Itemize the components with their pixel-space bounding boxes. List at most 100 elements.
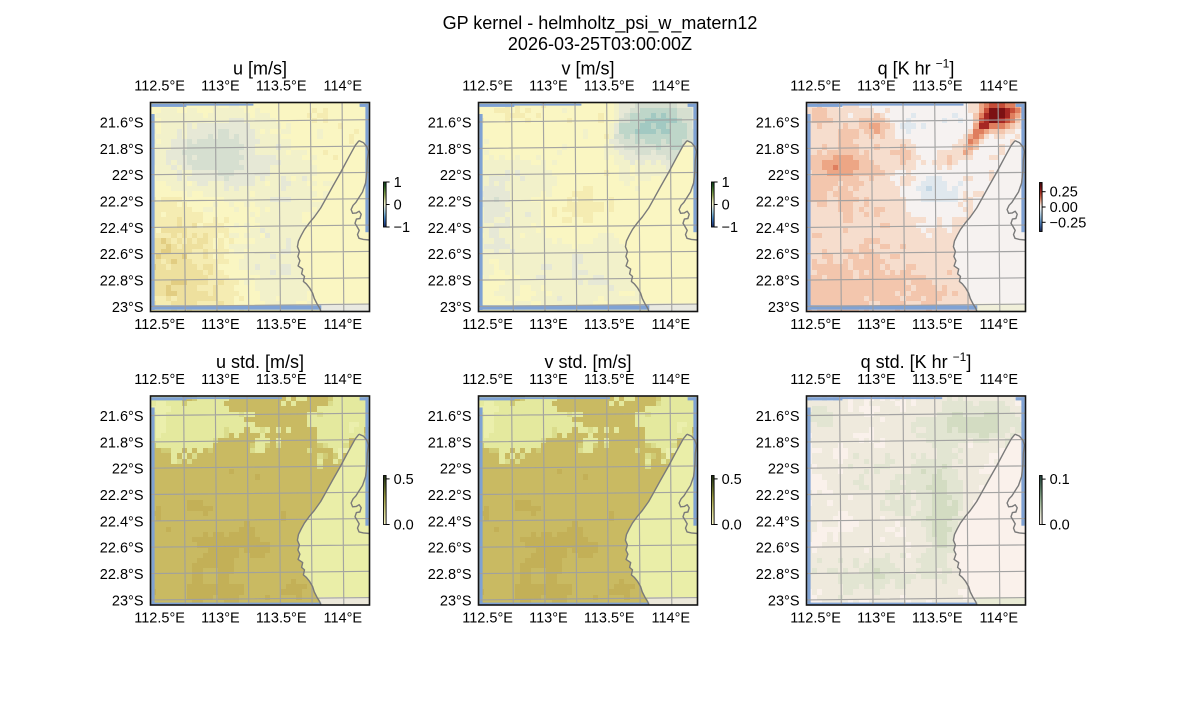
svg-text:22.8°S: 22.8°S [100,274,144,290]
svg-text:22.8°S: 22.8°S [756,567,800,583]
svg-text:113.5°E: 113.5°E [584,610,635,626]
svg-text:114°E: 114°E [652,78,691,94]
svg-text:21.6°S: 21.6°S [756,409,800,425]
svg-text:21.8°S: 21.8°S [428,435,472,451]
svg-text:113°E: 113°E [529,610,568,626]
svg-text:22.2°S: 22.2°S [100,195,144,211]
svg-text:113°E: 113°E [201,317,240,333]
svg-text:23°S: 23°S [112,300,144,316]
svg-text:22.4°S: 22.4°S [428,221,472,237]
svg-text:2026-03-25T03:00:00Z: 2026-03-25T03:00:00Z [508,34,692,54]
svg-text:v [m/s]: v [m/s] [562,58,615,78]
svg-text:0.25: 0.25 [1050,185,1078,201]
svg-text:112.5°E: 112.5°E [462,610,513,626]
svg-text:112.5°E: 112.5°E [462,372,513,388]
svg-text:1: 1 [722,175,730,191]
svg-text:22°S: 22°S [768,168,800,184]
svg-text:22.2°S: 22.2°S [428,488,472,504]
svg-text:23°S: 23°S [440,300,472,316]
svg-text:22.8°S: 22.8°S [428,567,472,583]
svg-text:113.5°E: 113.5°E [584,317,635,333]
svg-text:114°E: 114°E [324,317,363,333]
svg-text:22.2°S: 22.2°S [756,195,800,211]
svg-text:21.8°S: 21.8°S [428,142,472,158]
svg-text:22°S: 22°S [440,462,472,478]
svg-text:113.5°E: 113.5°E [912,78,963,94]
svg-text:0: 0 [394,198,402,214]
svg-text:113.5°E: 113.5°E [912,610,963,626]
svg-text:22°S: 22°S [440,168,472,184]
svg-text:22.6°S: 22.6°S [756,247,800,263]
svg-text:0.00: 0.00 [1050,200,1078,216]
svg-text:23°S: 23°S [768,300,800,316]
svg-text:q std. [K hr −1]: q std. [K hr −1] [861,350,972,372]
svg-text:114°E: 114°E [652,610,691,626]
svg-text:0: 0 [722,198,730,214]
svg-text:113°E: 113°E [201,372,240,388]
svg-text:114°E: 114°E [324,372,363,388]
svg-text:113°E: 113°E [201,610,240,626]
svg-text:112.5°E: 112.5°E [790,610,841,626]
svg-text:113°E: 113°E [857,610,896,626]
svg-text:22.4°S: 22.4°S [100,514,144,530]
svg-text:113.5°E: 113.5°E [256,372,307,388]
svg-text:114°E: 114°E [980,372,1019,388]
svg-text:112.5°E: 112.5°E [462,317,513,333]
svg-text:22.2°S: 22.2°S [428,195,472,211]
svg-text:114°E: 114°E [652,317,691,333]
svg-text:114°E: 114°E [652,372,691,388]
svg-text:22.4°S: 22.4°S [100,221,144,237]
svg-text:22.6°S: 22.6°S [100,541,144,557]
svg-text:114°E: 114°E [324,78,363,94]
svg-text:0.0: 0.0 [394,518,414,534]
svg-text:22.6°S: 22.6°S [756,541,800,557]
svg-text:112.5°E: 112.5°E [134,372,185,388]
svg-text:113°E: 113°E [201,78,240,94]
svg-text:112.5°E: 112.5°E [462,78,513,94]
svg-text:114°E: 114°E [980,317,1019,333]
svg-text:v std. [m/s]: v std. [m/s] [544,352,631,372]
svg-text:112.5°E: 112.5°E [134,610,185,626]
svg-text:GP kernel - helmholtz_psi_w_ma: GP kernel - helmholtz_psi_w_matern12 [443,13,758,34]
svg-text:112.5°E: 112.5°E [790,78,841,94]
svg-text:22.8°S: 22.8°S [100,567,144,583]
svg-text:113°E: 113°E [857,372,896,388]
svg-text:21.6°S: 21.6°S [428,409,472,425]
svg-text:23°S: 23°S [768,593,800,609]
svg-text:21.6°S: 21.6°S [100,116,144,132]
svg-text:22°S: 22°S [768,462,800,478]
svg-text:0.5: 0.5 [394,472,414,488]
svg-text:22.2°S: 22.2°S [100,488,144,504]
svg-text:21.8°S: 21.8°S [756,142,800,158]
svg-text:114°E: 114°E [980,78,1019,94]
svg-text:22.8°S: 22.8°S [756,274,800,290]
svg-text:113.5°E: 113.5°E [912,372,963,388]
svg-text:22.2°S: 22.2°S [756,488,800,504]
svg-text:22.6°S: 22.6°S [428,541,472,557]
svg-text:u std. [m/s]: u std. [m/s] [216,352,304,372]
svg-text:113°E: 113°E [529,317,568,333]
svg-text:22.4°S: 22.4°S [428,514,472,530]
svg-text:114°E: 114°E [980,610,1019,626]
svg-text:22.4°S: 22.4°S [756,514,800,530]
svg-text:21.8°S: 21.8°S [100,142,144,158]
svg-text:22°S: 22°S [112,462,144,478]
svg-text:0.0: 0.0 [722,518,742,534]
svg-text:113°E: 113°E [529,372,568,388]
svg-text:113.5°E: 113.5°E [256,78,307,94]
svg-text:−0.25: −0.25 [1050,215,1087,231]
svg-text:113°E: 113°E [529,78,568,94]
svg-text:0.5: 0.5 [722,472,742,488]
svg-text:113.5°E: 113.5°E [584,78,635,94]
svg-text:−1: −1 [722,220,739,236]
svg-text:112.5°E: 112.5°E [134,78,185,94]
svg-text:113.5°E: 113.5°E [256,317,307,333]
svg-text:113.5°E: 113.5°E [584,372,635,388]
svg-text:113.5°E: 113.5°E [912,317,963,333]
svg-text:21.8°S: 21.8°S [100,435,144,451]
svg-text:−1: −1 [394,220,411,236]
svg-text:0.0: 0.0 [1050,518,1070,534]
svg-text:112.5°E: 112.5°E [134,317,185,333]
svg-text:1: 1 [394,175,402,191]
svg-text:22.8°S: 22.8°S [428,274,472,290]
